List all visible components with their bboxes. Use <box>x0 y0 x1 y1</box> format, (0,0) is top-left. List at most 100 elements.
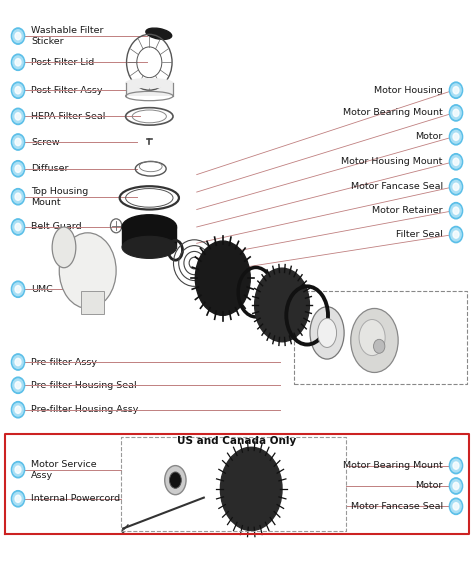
Text: Motor Service
Assy: Motor Service Assy <box>31 460 97 480</box>
Text: Motor Bearing Mount: Motor Bearing Mount <box>343 461 443 470</box>
Ellipse shape <box>146 28 172 40</box>
Circle shape <box>449 478 463 494</box>
Text: Pre-filter Housing Assy: Pre-filter Housing Assy <box>31 405 139 414</box>
Circle shape <box>15 495 21 502</box>
Bar <box>81 291 104 314</box>
Circle shape <box>11 354 25 370</box>
Circle shape <box>15 87 21 94</box>
Circle shape <box>449 179 463 195</box>
Circle shape <box>449 226 463 243</box>
Ellipse shape <box>59 233 116 308</box>
Circle shape <box>13 379 23 392</box>
Circle shape <box>451 228 461 241</box>
Circle shape <box>449 105 463 121</box>
Circle shape <box>15 223 21 230</box>
Circle shape <box>449 498 463 514</box>
Circle shape <box>374 339 385 353</box>
Circle shape <box>15 113 21 120</box>
Text: Washable Filter
Sticker: Washable Filter Sticker <box>31 26 104 46</box>
Circle shape <box>453 503 459 510</box>
Circle shape <box>453 109 459 116</box>
Text: Pre-filter Assy: Pre-filter Assy <box>31 357 97 367</box>
Circle shape <box>453 231 459 238</box>
Circle shape <box>13 403 23 416</box>
Ellipse shape <box>122 215 176 239</box>
Circle shape <box>449 457 463 474</box>
Text: Motor Retainer: Motor Retainer <box>372 206 443 215</box>
Circle shape <box>15 286 21 293</box>
Text: Motor Housing Mount: Motor Housing Mount <box>341 157 443 166</box>
Text: Belt Guard: Belt Guard <box>31 222 82 232</box>
Ellipse shape <box>169 472 181 488</box>
Circle shape <box>13 190 23 203</box>
Text: Top Housing
Mount: Top Housing Mount <box>31 187 89 207</box>
Text: Diffuser: Diffuser <box>31 164 69 173</box>
Circle shape <box>15 193 21 200</box>
Circle shape <box>11 108 25 125</box>
Circle shape <box>13 221 23 233</box>
Circle shape <box>453 158 459 165</box>
Circle shape <box>453 133 459 140</box>
Circle shape <box>11 281 25 297</box>
Ellipse shape <box>359 320 385 356</box>
Text: Screw: Screw <box>31 137 60 147</box>
Circle shape <box>15 406 21 413</box>
Text: Motor Housing: Motor Housing <box>374 86 443 95</box>
Circle shape <box>11 377 25 393</box>
Circle shape <box>13 56 23 69</box>
Circle shape <box>15 33 21 40</box>
Circle shape <box>13 283 23 296</box>
Ellipse shape <box>220 447 282 531</box>
Text: Motor Fancase Seal: Motor Fancase Seal <box>351 182 443 191</box>
Text: Filter Seal: Filter Seal <box>396 230 443 239</box>
Circle shape <box>15 165 21 172</box>
Ellipse shape <box>255 268 310 342</box>
Ellipse shape <box>165 466 186 495</box>
Circle shape <box>13 136 23 148</box>
Text: Post Filter Lid: Post Filter Lid <box>31 58 94 67</box>
Text: Motor: Motor <box>415 132 443 141</box>
Circle shape <box>453 183 459 190</box>
Ellipse shape <box>126 79 173 88</box>
Circle shape <box>451 130 461 143</box>
Text: HEPA Filter Seal: HEPA Filter Seal <box>31 112 106 121</box>
Circle shape <box>453 207 459 214</box>
Bar <box>122 227 176 247</box>
Text: Motor Fancase Seal: Motor Fancase Seal <box>351 502 443 511</box>
Bar <box>126 83 173 96</box>
Circle shape <box>453 482 459 489</box>
Circle shape <box>13 84 23 97</box>
Circle shape <box>15 466 21 473</box>
Circle shape <box>11 189 25 205</box>
Circle shape <box>449 129 463 145</box>
Circle shape <box>449 82 463 98</box>
Ellipse shape <box>351 308 398 372</box>
Circle shape <box>13 356 23 368</box>
Text: Motor Bearing Mount: Motor Bearing Mount <box>343 108 443 118</box>
Circle shape <box>13 492 23 505</box>
Circle shape <box>11 28 25 44</box>
Circle shape <box>11 82 25 98</box>
Circle shape <box>15 59 21 66</box>
Text: Pre-filter Housing Seal: Pre-filter Housing Seal <box>31 381 137 390</box>
Circle shape <box>451 180 461 193</box>
Text: US and Canada Only: US and Canada Only <box>177 436 297 446</box>
Circle shape <box>451 107 461 119</box>
Circle shape <box>453 87 459 94</box>
Circle shape <box>449 154 463 170</box>
Circle shape <box>449 203 463 219</box>
Text: Internal Powercord: Internal Powercord <box>31 494 120 503</box>
Circle shape <box>11 462 25 478</box>
Circle shape <box>451 155 461 168</box>
Circle shape <box>15 359 21 365</box>
Text: UMC: UMC <box>31 285 53 294</box>
Circle shape <box>13 463 23 476</box>
Circle shape <box>13 162 23 175</box>
Circle shape <box>451 84 461 97</box>
Circle shape <box>15 139 21 146</box>
Circle shape <box>451 500 461 513</box>
Text: Motor: Motor <box>415 481 443 491</box>
Circle shape <box>451 480 461 492</box>
Circle shape <box>13 110 23 123</box>
Circle shape <box>11 134 25 150</box>
